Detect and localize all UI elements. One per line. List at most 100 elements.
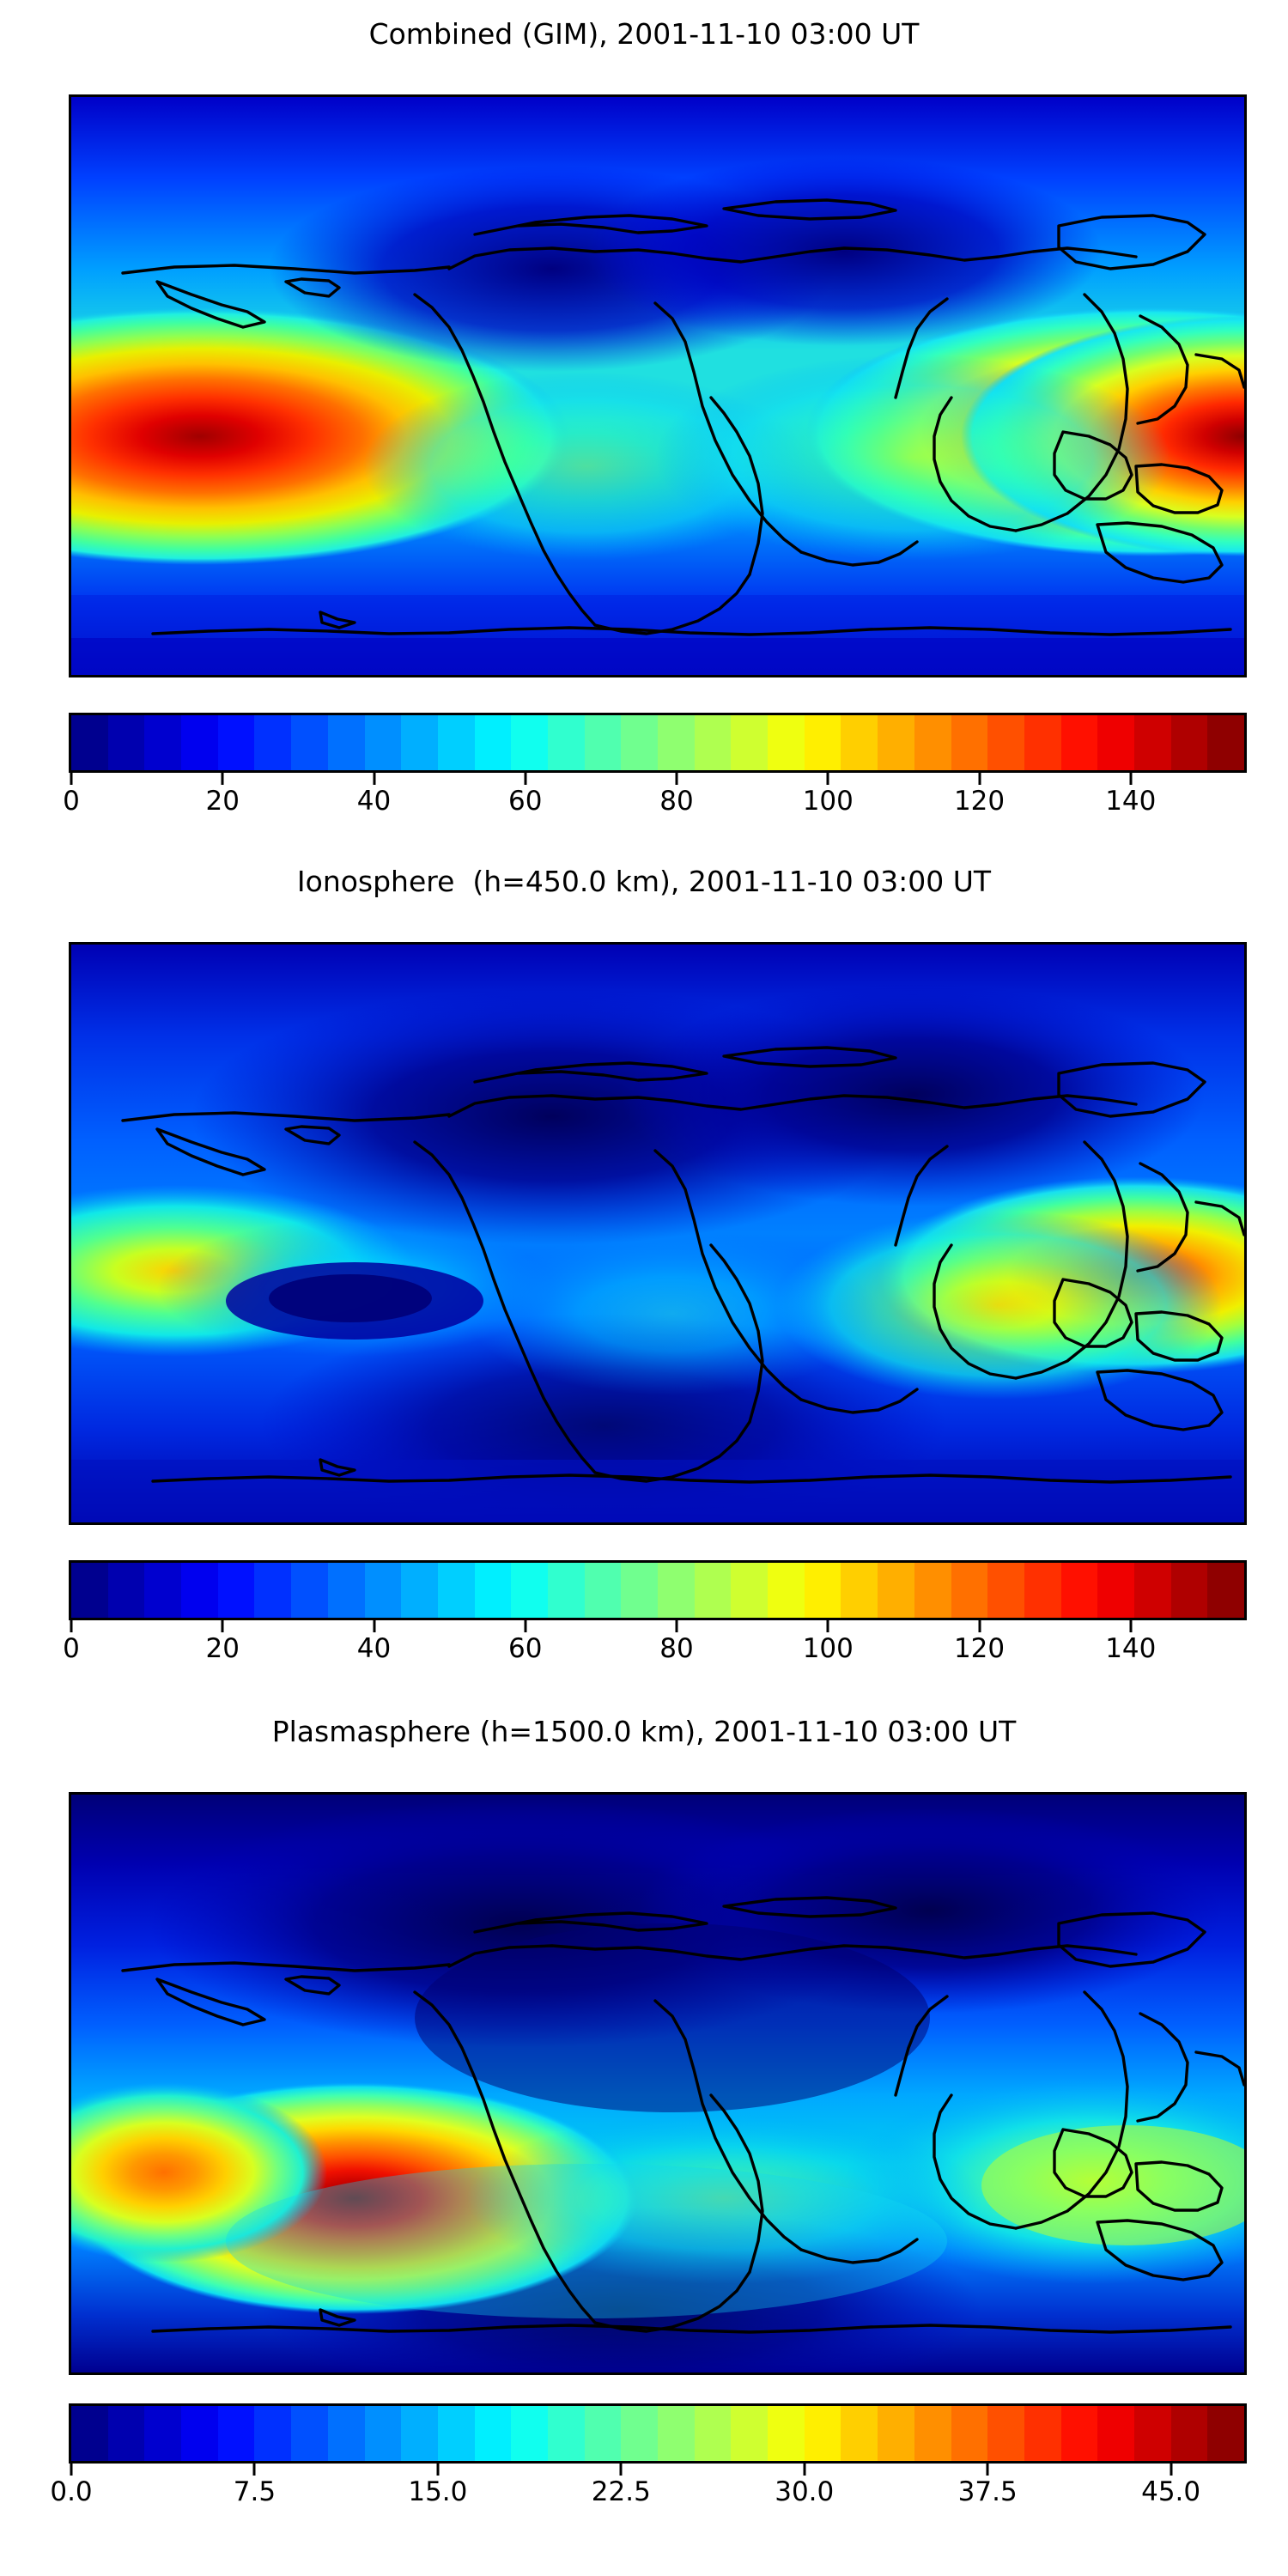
colorbar-segment bbox=[1207, 2406, 1244, 2461]
colorbar-tick-label: 140 bbox=[1105, 786, 1157, 817]
colorbar-tick bbox=[1170, 2464, 1173, 2476]
colorbar-segment bbox=[144, 2406, 182, 2461]
colorbar-segment bbox=[71, 2406, 108, 2461]
colorbar-tick bbox=[803, 2464, 806, 2476]
colorbar-segment bbox=[731, 1563, 769, 1618]
colorbar-tick bbox=[436, 2464, 440, 2476]
colorbar-tick bbox=[70, 773, 73, 785]
colorbar-tick-label: 60 bbox=[508, 786, 543, 817]
colorbar-segment bbox=[437, 715, 475, 770]
colorbar-segment bbox=[1060, 2406, 1098, 2461]
colorbar-axis-combined-gim: 0 20 40 60 80 100 120 140 bbox=[63, 773, 1247, 817]
colorbar-segment bbox=[327, 715, 365, 770]
map-canvas-plasmasphere bbox=[71, 1795, 1244, 2372]
colorbar-segment bbox=[511, 1563, 548, 1618]
colorbar-segment bbox=[1097, 2406, 1134, 2461]
colorbar-tick-label: 120 bbox=[953, 1633, 1005, 1664]
colorbar-tick-label: 37.5 bbox=[957, 2476, 1018, 2507]
colorbar-tick-label: 120 bbox=[953, 786, 1005, 817]
colorbar-segment bbox=[217, 1563, 255, 1618]
colorbar-segment bbox=[1170, 1563, 1208, 1618]
colorbar-segment bbox=[254, 1563, 292, 1618]
colorbar-tick-label: 80 bbox=[659, 1633, 694, 1664]
colorbar-gradient-combined-gim bbox=[69, 713, 1247, 773]
colorbar-tick-label: 30.0 bbox=[775, 2476, 835, 2507]
colorbar-segment bbox=[254, 2406, 292, 2461]
colorbar-tick bbox=[978, 773, 981, 785]
colorbar-segment bbox=[804, 715, 841, 770]
colorbar-gradient-ionosphere bbox=[69, 1560, 1247, 1620]
map-ionosphere bbox=[69, 942, 1247, 1525]
colorbar-tick-label: 100 bbox=[802, 1633, 854, 1664]
colorbar-segment bbox=[584, 715, 622, 770]
colorbar-segment bbox=[951, 1563, 988, 1618]
colorbar-tick bbox=[221, 1620, 224, 1632]
colorbar-segment bbox=[217, 715, 255, 770]
colorbar-tick-label: 15.0 bbox=[408, 2476, 468, 2507]
colorbar-segment bbox=[401, 1563, 438, 1618]
colorbar-segment bbox=[1133, 2406, 1171, 2461]
colorbar-segment bbox=[474, 2406, 512, 2461]
colorbar-segment bbox=[621, 715, 658, 770]
colorbar-combined-gim: 0 20 40 60 80 100 120 140 bbox=[63, 713, 1247, 817]
colorbar-segment bbox=[584, 2406, 622, 2461]
colorbar-axis-ionosphere: 0 20 40 60 80 100 120 140 bbox=[63, 1620, 1247, 1665]
colorbar-tick bbox=[221, 773, 224, 785]
colorbar-segment bbox=[914, 1563, 951, 1618]
colorbar-tick bbox=[986, 2464, 989, 2476]
colorbar-tick-label: 100 bbox=[802, 786, 854, 817]
colorbar-segment bbox=[511, 2406, 548, 2461]
colorbar-tick bbox=[826, 773, 829, 785]
colorbar-tick bbox=[1129, 773, 1133, 785]
colorbar-segment bbox=[71, 1563, 108, 1618]
colorbar-segment bbox=[107, 2406, 145, 2461]
colorbar-tick bbox=[70, 2464, 73, 2476]
colorbar-segment bbox=[144, 715, 182, 770]
colorbar-segment bbox=[841, 2406, 878, 2461]
colorbar-segment bbox=[254, 715, 292, 770]
colorbar-segment bbox=[951, 715, 988, 770]
colorbar-tick-label: 20 bbox=[205, 786, 240, 817]
colorbar-tick bbox=[675, 773, 678, 785]
colorbar-tick-label: 45.0 bbox=[1141, 2476, 1201, 2507]
colorbar-segment bbox=[291, 1563, 328, 1618]
colorbar-segment bbox=[694, 1563, 732, 1618]
map-combined-gim bbox=[69, 94, 1247, 677]
colorbar-tick bbox=[978, 1620, 981, 1632]
colorbar-segment bbox=[511, 715, 548, 770]
colorbar-tick bbox=[524, 773, 527, 785]
colorbar-tick bbox=[373, 773, 376, 785]
colorbar-segment bbox=[987, 2406, 1024, 2461]
colorbar-segment bbox=[1060, 1563, 1098, 1618]
map-canvas-combined-gim bbox=[71, 97, 1244, 675]
colorbar-segment bbox=[437, 1563, 475, 1618]
colorbar-segment bbox=[327, 2406, 365, 2461]
panel-title-plasmasphere: Plasmasphere (h=1500.0 km), 2001-11-10 0… bbox=[271, 1715, 1017, 1748]
colorbar-segment bbox=[841, 715, 878, 770]
colorbar-segment bbox=[768, 2406, 805, 2461]
colorbar-segment bbox=[547, 2406, 585, 2461]
colorbar-segment bbox=[547, 715, 585, 770]
colorbar-segment bbox=[291, 2406, 328, 2461]
map-plasmasphere bbox=[69, 1792, 1247, 2375]
colorbar-segment bbox=[987, 715, 1024, 770]
colorbar-segment bbox=[327, 1563, 365, 1618]
colorbar-segment bbox=[1024, 715, 1061, 770]
colorbar-segment bbox=[1133, 1563, 1171, 1618]
colorbar-tick-label: 140 bbox=[1105, 1633, 1157, 1664]
colorbar-segment bbox=[914, 715, 951, 770]
colorbar-plasmasphere: 0.0 7.5 15.0 22.5 30.0 37.5 45.0 bbox=[50, 2403, 1247, 2508]
colorbar-segment bbox=[658, 715, 695, 770]
colorbar-segment bbox=[71, 715, 108, 770]
colorbar-tick bbox=[373, 1620, 376, 1632]
colorbar-segment bbox=[1207, 1563, 1244, 1618]
colorbar-segment bbox=[144, 1563, 182, 1618]
colorbar-gradient-plasmasphere bbox=[69, 2403, 1247, 2464]
colorbar-segment bbox=[401, 2406, 438, 2461]
colorbar-segment bbox=[474, 1563, 512, 1618]
colorbar-tick bbox=[826, 1620, 829, 1632]
colorbar-segment bbox=[731, 715, 769, 770]
colorbar-tick-label: 20 bbox=[205, 1633, 240, 1664]
colorbar-segment bbox=[1207, 715, 1244, 770]
colorbar-segment bbox=[694, 715, 732, 770]
